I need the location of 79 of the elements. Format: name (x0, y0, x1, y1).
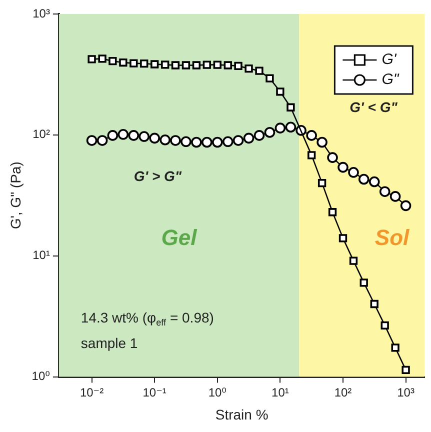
point (119, 58, 128, 67)
band-label: Sol (374, 225, 410, 250)
point (222, 136, 234, 148)
point (118, 129, 129, 140)
point (171, 61, 180, 70)
point (390, 191, 401, 202)
point (327, 152, 338, 163)
point (358, 174, 370, 185)
point (380, 321, 389, 330)
point (306, 130, 317, 141)
point (212, 136, 223, 148)
band-label: Gel (161, 225, 198, 250)
annotation: sample 1 (80, 335, 138, 352)
point (338, 162, 348, 173)
point (318, 178, 326, 188)
annotation: G' > G" (134, 168, 182, 184)
point (368, 176, 380, 188)
y-tick-label: 10¹ (32, 248, 50, 262)
point (170, 135, 181, 146)
legend-label: G' (382, 51, 398, 68)
point (140, 60, 148, 68)
y-tick-label: 10³ (32, 6, 50, 20)
point (274, 122, 286, 134)
point (307, 151, 316, 160)
point (130, 59, 138, 68)
point (244, 64, 253, 73)
point (360, 278, 368, 287)
point (243, 132, 254, 144)
point (161, 60, 170, 69)
point (192, 61, 201, 70)
point (149, 132, 160, 144)
point (202, 136, 212, 148)
point (234, 62, 242, 70)
point (266, 74, 274, 82)
point (276, 88, 284, 96)
x-tick-label: 10³ (397, 385, 414, 400)
annotation: G' < G" (350, 99, 398, 116)
point (160, 134, 171, 146)
y-tick-label: 10² (32, 127, 50, 142)
point (98, 54, 106, 63)
point (96, 135, 108, 146)
point (254, 130, 265, 141)
point (285, 122, 296, 133)
point (255, 66, 264, 75)
point (88, 55, 96, 64)
point (86, 135, 98, 146)
x-tick-label: 10⁰ (208, 385, 227, 400)
point (264, 126, 276, 138)
point (108, 57, 117, 66)
point (391, 344, 400, 352)
legend-label: G" (382, 71, 400, 88)
point (328, 208, 337, 216)
point (202, 60, 211, 69)
point (370, 300, 378, 308)
point (182, 61, 190, 70)
point (379, 186, 390, 197)
x-tick-label: 10² (334, 385, 352, 400)
point (402, 366, 410, 374)
point (400, 200, 412, 212)
point (180, 136, 192, 148)
x-tick-label: 10⁻² (80, 385, 104, 400)
point (138, 131, 150, 142)
point (232, 135, 244, 146)
point (349, 256, 358, 265)
point (107, 130, 118, 141)
x-axis-title: Strain % (215, 406, 268, 422)
point (338, 234, 348, 242)
point (191, 136, 202, 148)
point (224, 61, 232, 70)
point (213, 60, 222, 69)
y-axis-title: G', G" (Pa) (7, 162, 24, 230)
x-tick-label: 10¹ (272, 385, 289, 400)
point (348, 167, 359, 178)
point (150, 60, 159, 68)
point (316, 136, 328, 148)
y-tick-label: 10⁰ (32, 369, 50, 384)
point (286, 103, 295, 112)
x-tick-label: 10⁻¹ (142, 385, 166, 400)
point (128, 130, 140, 141)
